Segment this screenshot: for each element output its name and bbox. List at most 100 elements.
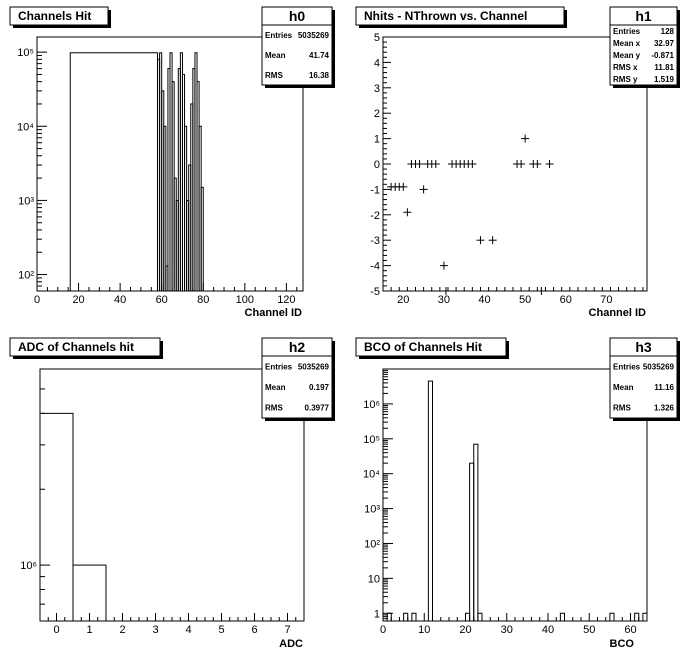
stats-value: 1.519 [654,75,675,84]
y-tick-label: 10⁵ [17,47,34,59]
y-tick-label: 1 [374,134,380,146]
stats-label: Mean [613,383,634,392]
y-tick-label: -5 [370,286,380,298]
y-tick-label: 10 [368,573,380,585]
y-tick-label: 3 [374,83,380,95]
stats-value: 11.16 [654,383,674,392]
title-box [355,6,565,26]
data-point [431,160,440,168]
histogram-bar [163,125,167,292]
data-point [415,160,424,168]
data-point [441,287,450,295]
stats-box [261,6,333,86]
x-tick-label: 0 [380,624,386,636]
title-box [9,337,161,357]
stats-label: RMS [613,404,631,413]
y-tick-label: 10⁴ [17,121,34,133]
stats-label: RMS [265,404,283,413]
stats-box [609,6,678,86]
y-tick-label: 5 [374,32,380,44]
histogram-bar [200,186,204,292]
y-tick-label: -4 [370,261,380,273]
x-tick-label: 40 [478,294,490,306]
x-tick-label: 40 [114,294,126,306]
histogram-bar [72,564,107,622]
data-point [521,134,530,143]
data-point [537,287,546,295]
x-axis-label: ADC [279,638,303,650]
x-tick-label: 60 [156,294,168,306]
chart-h3: 0 10 20 30 40 50 60 BCO 1 10 10² 10³ 10⁴ 10⁵ 10⁶ BCO of… [355,337,680,650]
x-tick-label: 3 [152,624,158,636]
y-tick-label: 10⁵ [363,434,380,446]
x-tick-label: 50 [583,624,595,636]
y-tick-label: 10² [18,270,34,282]
data-point [517,160,526,168]
data-point [488,236,497,245]
histogram-bar [411,612,417,622]
x-tick-label: 7 [284,624,290,636]
x-tick-label: 0 [53,624,59,636]
histogram-bar [427,380,433,622]
y-tick-label: 10² [364,538,380,550]
stats-name: h0 [289,8,306,24]
stats-value: 5035269 [298,362,330,371]
chart-h2: 0 1 2 3 4 5 6 7 ADC 10⁶ ADC of Channels hit h2 Entri… [9,337,335,650]
histogram-bar [39,412,74,622]
y-tick-label: 10⁴ [363,469,380,481]
stats-label: Entries [613,27,641,36]
x-tick-label: 0 [34,294,40,306]
data-point [439,261,448,270]
data-point [399,182,408,191]
histogram-bar [642,612,648,622]
x-tick-label: 20 [397,294,409,306]
stats-name: h3 [635,339,652,355]
histogram-bar [477,612,483,622]
x-tick-label: 10 [418,624,430,636]
chart-title: ADC of Channels hit [18,340,134,354]
stats-value: 32.97 [654,39,675,48]
data-point [419,185,428,194]
stats-name: h1 [635,8,652,24]
y-tick-label: 10³ [18,195,34,207]
x-tick-label: 100 [236,294,254,306]
stats-value: 5035269 [298,31,330,40]
stats-label: Mean [265,383,286,392]
x-tick-label: 30 [501,624,513,636]
stats-value: 41.74 [309,51,330,60]
stats-label: Entries [613,362,641,371]
x-tick-label: 70 [600,294,612,306]
data-point [403,208,412,217]
data-point [476,236,485,245]
y-tick-label: 10⁶ [20,560,37,572]
stats-value: 0.3977 [305,404,330,413]
stats-label: Mean y [613,51,641,60]
x-tick-label: 6 [251,624,257,636]
x-tick-label: 1 [86,624,92,636]
x-tick-label: 4 [185,624,191,636]
histogram-bar [386,612,392,622]
stats-value: 11.81 [654,63,674,72]
stats-value: 128 [661,27,675,36]
stats-name: h2 [289,339,306,355]
histogram-bar [403,612,409,622]
chart-title: Channels Hit [18,9,91,23]
x-tick-label: 120 [277,294,295,306]
data-point [533,160,542,168]
stats-value: -0.871 [651,51,674,60]
stats-value: 16.38 [309,71,330,80]
x-tick-label: 60 [560,294,572,306]
stats-label: RMS y [613,75,638,84]
x-axis-label: BCO [610,638,635,650]
histogram-bar [609,612,615,622]
y-tick-label: 1 [374,608,380,620]
y-tick-label: -1 [370,184,380,196]
y-tick-label: 0 [374,159,380,171]
data-point [545,160,554,168]
x-axis-label: Channel ID [589,307,647,319]
y-tick-label: -3 [370,235,380,247]
x-tick-label: 20 [72,294,84,306]
